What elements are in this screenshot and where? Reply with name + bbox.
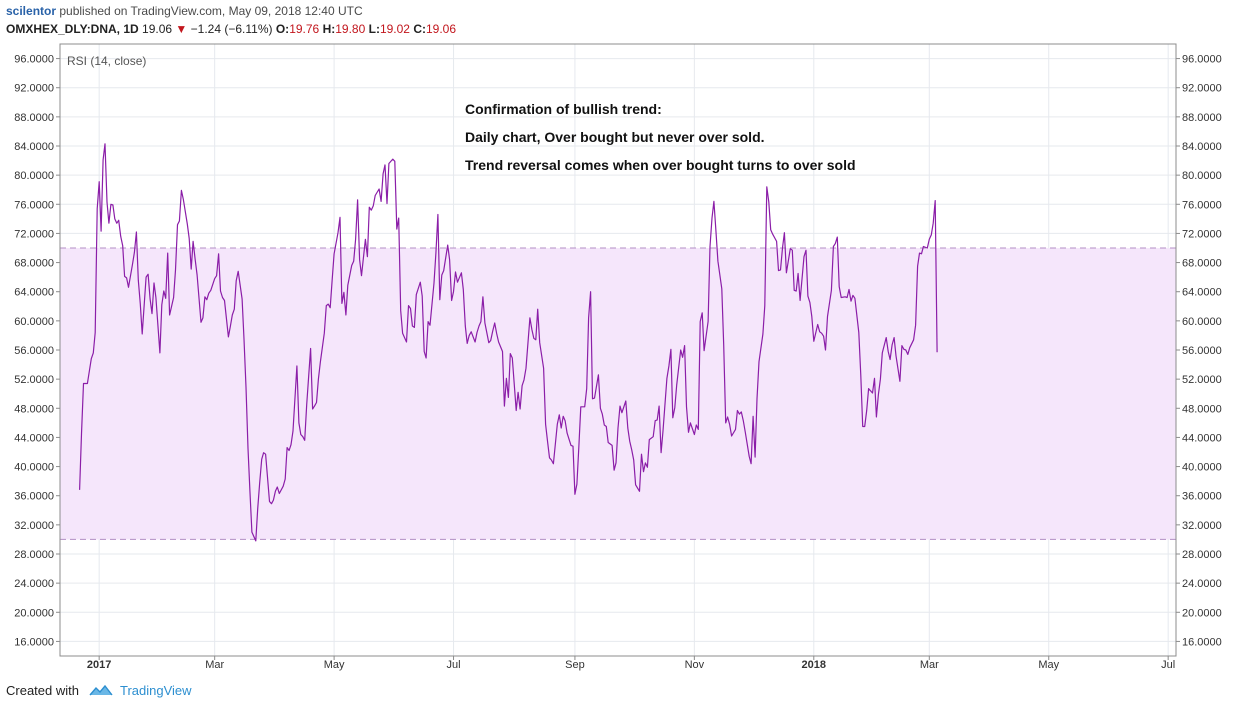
y-tick-label-right: 16.0000 <box>1182 636 1222 648</box>
y-tick-label-right: 80.0000 <box>1182 170 1222 182</box>
y-tick-label-left: 64.0000 <box>14 287 54 299</box>
last-price: 19.06 <box>142 22 173 36</box>
rsi-band-area <box>60 248 1176 540</box>
y-tick-label-right: 88.0000 <box>1182 112 1222 124</box>
y-tick-label-right: 28.0000 <box>1182 549 1222 561</box>
y-tick-label-right: 40.0000 <box>1182 462 1222 474</box>
publish-line: scilentor published on TradingView.com, … <box>6 4 363 18</box>
x-tick-label: Jul <box>447 659 461 671</box>
y-tick-label-right: 92.0000 <box>1182 83 1222 95</box>
y-tick-label-left: 68.0000 <box>14 258 54 270</box>
x-tick-label: Mar <box>205 659 224 671</box>
y-tick-label-left: 16.0000 <box>14 636 54 648</box>
x-tick-label: Nov <box>685 659 705 671</box>
plot-frame <box>59 43 1177 657</box>
close-value: 19.06 <box>425 22 457 36</box>
created-with-text: Created with <box>6 683 79 698</box>
open-value: 19.76 <box>289 22 320 36</box>
y-tick-label-right: 72.0000 <box>1182 228 1222 240</box>
low-label: L: <box>368 22 380 36</box>
y-tick-label-left: 24.0000 <box>14 578 54 590</box>
y-tick-label-left: 36.0000 <box>14 491 54 503</box>
y-tick-label-left: 20.0000 <box>14 607 54 619</box>
y-tick-label-left: 72.0000 <box>14 228 54 240</box>
footer: Created with TradingView <box>6 683 192 698</box>
y-tick-label-right: 20.0000 <box>1182 607 1222 619</box>
indicator-legend: RSI (14, close) <box>67 54 146 68</box>
y-tick-label-left: 56.0000 <box>14 345 54 357</box>
annotation-line-3: Trend reversal comes when over bought tu… <box>465 157 856 173</box>
y-tick-label-left: 60.0000 <box>14 316 54 328</box>
x-tick-label: Mar <box>920 659 939 671</box>
y-tick-label-left: 44.0000 <box>14 432 54 444</box>
symbol-name: OMXHEX_DLY:DNA, 1D <box>6 22 139 36</box>
x-tick-label: 2018 <box>802 659 826 671</box>
y-tick-label-left: 32.0000 <box>14 520 54 532</box>
high-value: 19.80 <box>335 22 366 36</box>
rsi-chart[interactable]: 96.0000 96.0000 92.0000 92.0000 88.0000 88.00… <box>0 0 1236 680</box>
y-tick-label-right: 48.0000 <box>1182 403 1222 415</box>
y-tick-label-left: 84.0000 <box>14 141 54 153</box>
tradingview-logo-icon[interactable] <box>89 683 113 697</box>
symbol-line: OMXHEX_DLY:DNA, 1D 19.06 ▼ −1.24 (−6.11%… <box>6 22 456 36</box>
author-link[interactable]: scilentor <box>6 4 57 18</box>
x-tick-label: Sep <box>565 659 585 671</box>
low-value: 19.02 <box>379 22 410 36</box>
y-tick-label-left: 48.0000 <box>14 403 54 415</box>
y-tick-label-right: 36.0000 <box>1182 491 1222 503</box>
tradingview-brand-link[interactable]: TradingView <box>120 683 192 698</box>
y-tick-label-right: 76.0000 <box>1182 199 1222 211</box>
y-tick-label-right: 32.0000 <box>1182 520 1222 532</box>
y-tick-label-right: 60.0000 <box>1182 316 1222 328</box>
y-tick-label-right: 44.0000 <box>1182 432 1222 444</box>
annotation-line-2: Daily chart, Over bought but never over … <box>465 129 765 145</box>
y-tick-label-right: 56.0000 <box>1182 345 1222 357</box>
y-tick-label-right: 52.0000 <box>1182 374 1222 386</box>
annotation-line-1: Confirmation of bullish trend: <box>465 101 662 117</box>
x-tick-label: May <box>1038 659 1059 671</box>
y-tick-label-right: 64.0000 <box>1182 287 1222 299</box>
y-tick-label-left: 28.0000 <box>14 549 54 561</box>
y-tick-label-left: 80.0000 <box>14 170 54 182</box>
y-tick-label-left: 52.0000 <box>14 374 54 386</box>
x-tick-label: 2017 <box>87 659 111 671</box>
y-tick-label-left: 40.0000 <box>14 462 54 474</box>
y-tick-label-left: 88.0000 <box>14 112 54 124</box>
high-label: H: <box>322 22 336 36</box>
rsi-series-line <box>79 143 938 542</box>
y-tick-label-left: 96.0000 <box>14 54 54 66</box>
down-arrow-icon: ▼ <box>175 22 188 36</box>
y-tick-label-left: 76.0000 <box>14 199 54 211</box>
y-tick-label-left: 92.0000 <box>14 83 54 95</box>
y-tick-label-right: 24.0000 <box>1182 578 1222 590</box>
y-tick-label-right: 84.0000 <box>1182 141 1222 153</box>
open-label: O: <box>275 22 290 36</box>
published-text: published on TradingView.com, May 09, 20… <box>59 4 363 18</box>
x-tick-label: May <box>324 659 345 671</box>
y-tick-label-right: 96.0000 <box>1182 54 1222 66</box>
y-tick-label-right: 68.0000 <box>1182 258 1222 270</box>
price-change: −1.24 (−6.11%) <box>190 22 273 36</box>
close-label: C: <box>413 22 426 36</box>
x-tick-label: Jul <box>1161 659 1175 671</box>
